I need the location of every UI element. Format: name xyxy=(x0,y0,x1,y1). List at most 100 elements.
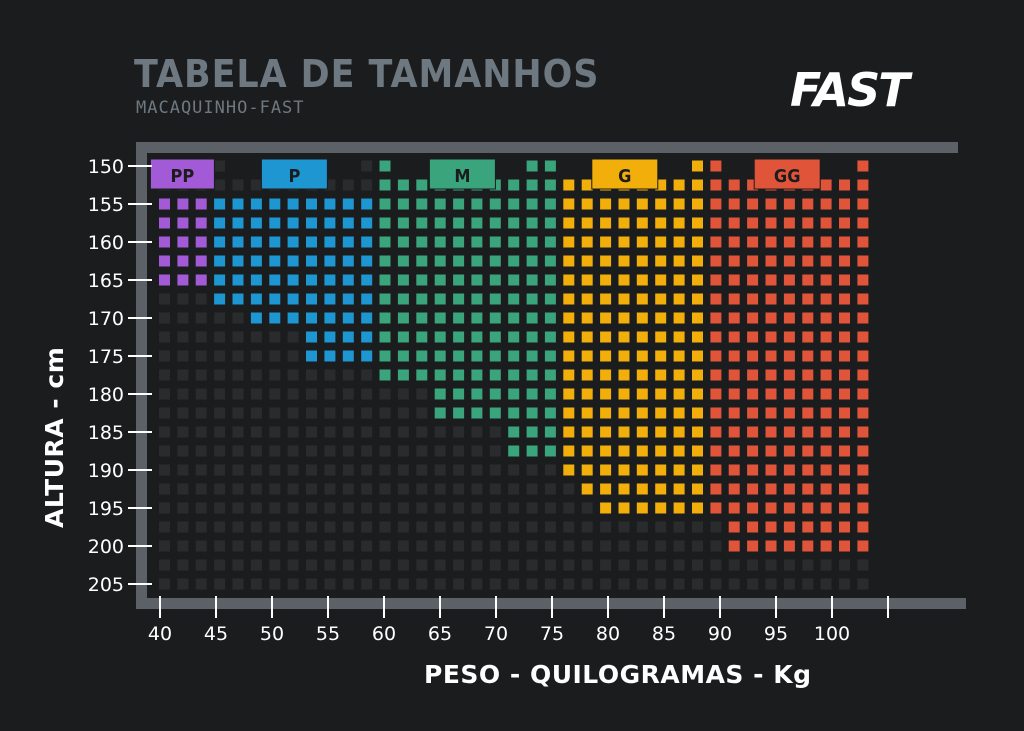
grid-cell xyxy=(416,312,428,324)
grid-cell xyxy=(673,350,685,362)
grid-cell xyxy=(489,331,501,343)
grid-cell xyxy=(728,578,740,590)
grid-cell xyxy=(508,198,520,210)
grid-cell xyxy=(287,331,299,343)
grid-cell xyxy=(692,331,703,343)
grid-cell xyxy=(673,255,685,267)
grid-cell xyxy=(692,426,703,438)
grid-cell xyxy=(159,274,170,286)
grid-cell xyxy=(306,559,317,571)
grid-cell xyxy=(673,578,685,590)
grid-cell xyxy=(728,331,740,343)
grid-cell xyxy=(508,407,520,419)
x-tick-label: 85 xyxy=(652,623,676,645)
grid-cell xyxy=(342,464,354,476)
grid-cell xyxy=(544,578,556,590)
grid-cell xyxy=(250,502,262,514)
grid-cell xyxy=(287,236,299,248)
grid-cell xyxy=(728,407,740,419)
grid-cell xyxy=(765,407,777,419)
grid-cell xyxy=(544,274,556,286)
grid-cell xyxy=(747,502,759,514)
grid-cell xyxy=(544,160,556,172)
grid-cell xyxy=(397,369,409,381)
grid-cell xyxy=(434,255,446,267)
grid-cell xyxy=(342,407,354,419)
grid-cell xyxy=(214,464,226,476)
grid-cell xyxy=(250,312,262,324)
grid-cell xyxy=(839,559,850,571)
grid-cell xyxy=(324,236,336,248)
grid-cell xyxy=(306,464,317,476)
grid-cell xyxy=(416,293,428,305)
grid-cell xyxy=(820,236,832,248)
grid-cell xyxy=(342,217,354,229)
grid-cell xyxy=(379,388,391,400)
grid-cell xyxy=(434,502,446,514)
grid-cell xyxy=(636,483,648,495)
grid-cell xyxy=(195,198,207,210)
grid-cell xyxy=(232,217,244,229)
grid-cell xyxy=(269,293,281,305)
grid-cell xyxy=(269,198,281,210)
grid-cell xyxy=(508,179,520,191)
grid-cell xyxy=(508,274,520,286)
grid-cell xyxy=(342,274,354,286)
grid-cell xyxy=(728,369,740,381)
grid-cell xyxy=(618,559,630,571)
grid-cell xyxy=(820,179,832,191)
grid-cell xyxy=(526,578,538,590)
grid-cell xyxy=(581,236,593,248)
x-tick-label: 60 xyxy=(372,623,396,645)
grid-cell xyxy=(250,198,262,210)
grid-cell xyxy=(636,274,648,286)
grid-cell xyxy=(618,426,630,438)
size-label-text: P xyxy=(288,166,300,187)
grid-cell xyxy=(692,160,703,172)
grid-cell xyxy=(820,255,832,267)
grid-cell xyxy=(839,502,850,514)
grid-cell xyxy=(195,464,207,476)
grid-cell xyxy=(306,293,317,305)
grid-cell xyxy=(655,369,667,381)
grid-cell xyxy=(434,407,446,419)
grid-cell xyxy=(600,388,612,400)
grid-cell xyxy=(710,217,722,229)
grid-cell xyxy=(416,521,428,533)
grid-cell xyxy=(581,464,593,476)
grid-cell xyxy=(765,540,777,552)
grid-cell xyxy=(673,236,685,248)
grid-cell xyxy=(563,445,575,457)
grid-cell xyxy=(434,540,446,552)
grid-cell xyxy=(177,350,189,362)
grid-cell xyxy=(232,483,244,495)
grid-cell xyxy=(379,198,391,210)
grid-cell xyxy=(636,198,648,210)
size-label-gg xyxy=(753,158,821,190)
grid-cell xyxy=(324,426,336,438)
grid-cell xyxy=(857,312,869,324)
grid-cell xyxy=(342,521,354,533)
grid-cell xyxy=(581,350,593,362)
y-axis-title: ALTURA - cm xyxy=(40,346,69,528)
grid-cell xyxy=(250,236,262,248)
grid-cell xyxy=(820,369,832,381)
grid-cell xyxy=(765,483,777,495)
grid-cell xyxy=(489,407,501,419)
grid-cell xyxy=(839,198,850,210)
grid-cell xyxy=(710,179,722,191)
grid-cell xyxy=(324,255,336,267)
grid-cell xyxy=(471,483,483,495)
grid-cell xyxy=(471,578,483,590)
grid-cell xyxy=(618,369,630,381)
grid-cell xyxy=(581,578,593,590)
grid-cell xyxy=(802,483,814,495)
grid-cell xyxy=(397,483,409,495)
grid-cell xyxy=(177,464,189,476)
grid-cell xyxy=(765,312,777,324)
grid-cell xyxy=(747,540,759,552)
grid-cell xyxy=(765,255,777,267)
grid-cell xyxy=(600,483,612,495)
grid-cell xyxy=(544,312,556,324)
grid-cell xyxy=(306,578,317,590)
